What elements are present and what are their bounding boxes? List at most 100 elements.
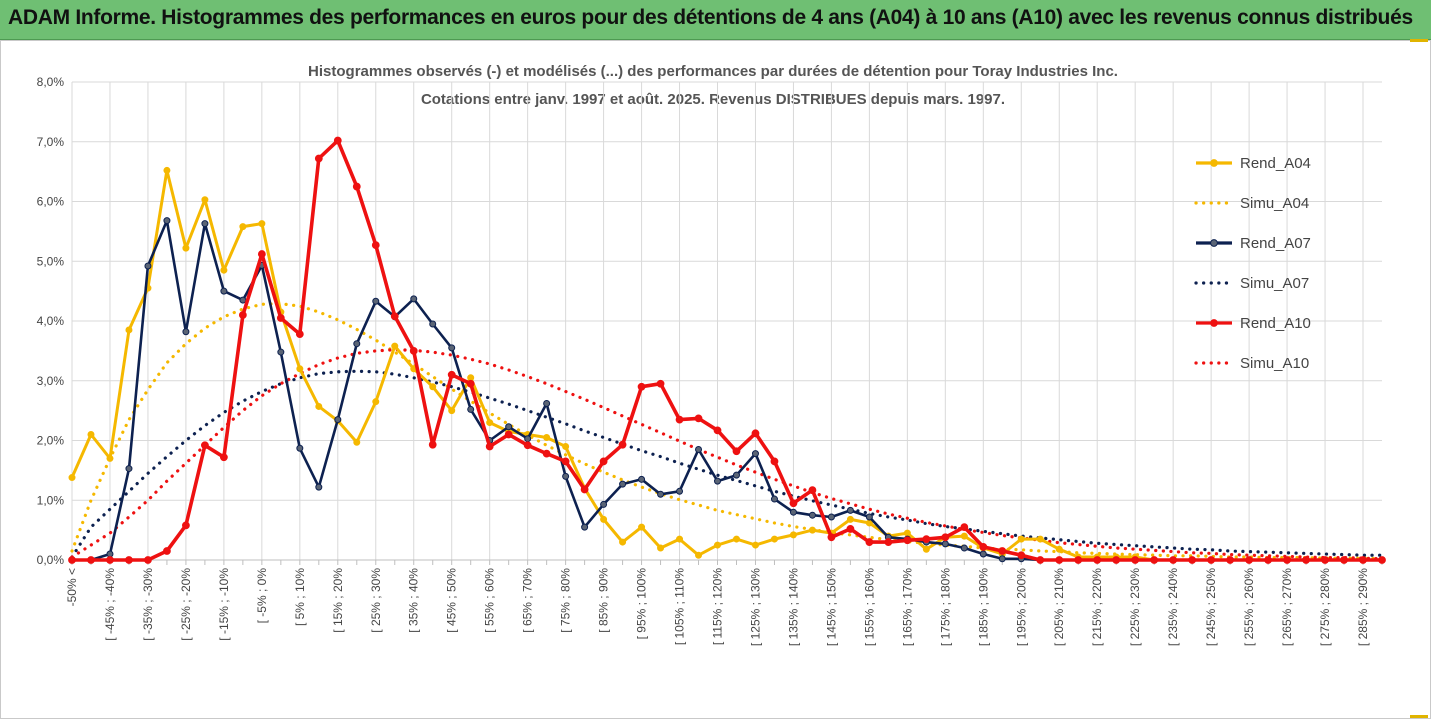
x-tick-label: [ 145% ; 150% — [824, 568, 838, 646]
x-tick-label: [ 105% ; 110% — [673, 568, 687, 645]
legend-marker — [1210, 159, 1218, 167]
data-point-Rend_A07 — [770, 495, 778, 503]
legend: Rend_A04 Simu_A04 Rend_A07 Simu_A07 Rend_A10… — [1194, 155, 1311, 372]
data-point-Rend_A07 — [998, 555, 1006, 563]
data-point-Rend_A07 — [182, 328, 190, 336]
frame-corner-mark — [1410, 715, 1428, 718]
data-point-Rend_A04 — [486, 419, 494, 427]
y-tick-label: 8,0% — [37, 75, 65, 89]
data-point-Rend_A04 — [429, 383, 437, 391]
data-point-Rend_A10 — [675, 415, 684, 424]
data-point-Rend_A10 — [87, 556, 95, 564]
data-point-Rend_A07 — [372, 297, 380, 305]
legend-label: Simu_A07 — [1240, 275, 1309, 292]
legend-item-Rend_A10: Rend_A10 — [1196, 315, 1311, 332]
data-point-Rend_A04 — [770, 535, 778, 543]
data-point-Rend_A10 — [960, 523, 969, 532]
data-point-Rend_A10 — [219, 453, 228, 462]
x-tick-label: [ 155% ; 160% — [862, 568, 876, 646]
data-point-Rend_A04 — [960, 532, 968, 540]
x-tick-label: [ 75% ; 80% — [559, 568, 573, 633]
legend-label: Simu_A04 — [1240, 195, 1309, 212]
x-tick-label: [ 225% ; 230% — [1128, 568, 1142, 646]
x-tick-label: [ 185% ; 190% — [976, 568, 990, 646]
data-point-Rend_A07 — [751, 450, 759, 458]
y-tick-label: 4,0% — [37, 314, 65, 328]
data-point-Rend_A04 — [638, 523, 646, 531]
data-point-Rend_A10 — [637, 382, 646, 391]
x-tick-label: [ 115% ; 120% — [711, 568, 725, 645]
data-point-Rend_A04 — [903, 529, 911, 537]
data-point-Rend_A10 — [998, 547, 1007, 555]
legend-label: Rend_A07 — [1240, 235, 1311, 252]
data-point-Rend_A10 — [618, 440, 627, 449]
data-point-Rend_A10 — [656, 379, 665, 388]
data-point-Rend_A10 — [694, 414, 703, 423]
data-point-Rend_A07 — [524, 435, 532, 443]
y-tick-label: 6,0% — [37, 195, 65, 209]
data-point-Rend_A10 — [257, 250, 266, 258]
data-point-Rend_A04 — [695, 551, 703, 559]
data-point-Rend_A04 — [562, 442, 570, 450]
data-point-Rend_A04 — [163, 166, 171, 174]
grid-lines — [71, 81, 1382, 561]
x-tick-label: [ 135% ; 140% — [786, 568, 800, 646]
data-point-Rend_A07 — [410, 295, 418, 303]
data-point-Rend_A10 — [504, 430, 513, 439]
data-point-Rend_A07 — [865, 513, 873, 521]
data-point-Rend_A10 — [163, 547, 171, 555]
x-tick-label: [ 175% ; 180% — [938, 568, 952, 646]
x-tick-label: [ 95% ; 100% — [635, 568, 649, 640]
data-point-Rend_A10 — [1188, 556, 1197, 564]
data-point-Rend_A04 — [600, 515, 608, 523]
x-tick-label: [ 285% ; 290% — [1356, 568, 1370, 646]
series-Simu_A10 — [70, 348, 1384, 561]
data-point-Rend_A10 — [447, 370, 456, 379]
data-point-Rend_A07 — [657, 490, 665, 498]
chart-title: Histogrammes observés (-) et modélisés (… — [308, 63, 1118, 108]
data-point-Rend_A10 — [580, 485, 589, 494]
data-point-Rend_A04 — [543, 434, 551, 442]
data-point-Rend_A10 — [751, 429, 760, 438]
data-point-Rend_A04 — [789, 531, 797, 539]
data-point-Rend_A10 — [333, 136, 342, 145]
data-point-Rend_A04 — [220, 266, 228, 274]
data-point-Rend_A04 — [391, 342, 399, 350]
y-tick-label: 2,0% — [37, 434, 65, 448]
series-line-Simu_A04 — [70, 302, 1384, 561]
data-point-Rend_A04 — [296, 365, 304, 373]
data-point-Rend_A10 — [371, 241, 380, 250]
data-point-Rend_A10 — [713, 426, 722, 435]
data-point-Rend_A07 — [467, 405, 475, 413]
data-point-Rend_A10 — [1150, 556, 1159, 564]
report-banner: ADAM Informe. Histogrammes des performan… — [0, 0, 1431, 40]
series-line-Rend_A10 — [72, 138, 1382, 562]
x-tick-label: [ -35% ; -30% — [141, 568, 155, 641]
data-point-Rend_A07 — [144, 262, 152, 270]
x-tick-label: [ 235% ; 240% — [1166, 568, 1180, 646]
data-point-Rend_A07 — [315, 483, 323, 491]
data-point-Rend_A10 — [409, 346, 418, 355]
legend-item-Simu_A04: Simu_A04 — [1194, 195, 1309, 212]
data-point-Rend_A07 — [960, 544, 968, 552]
data-point-Rend_A10 — [1378, 556, 1386, 564]
x-tick-label: [ 215% ; 220% — [1090, 568, 1104, 646]
data-point-Rend_A10 — [1245, 556, 1254, 564]
x-tick-label: [ 245% ; 250% — [1204, 568, 1218, 646]
data-point-Rend_A07 — [296, 444, 304, 452]
data-point-Rend_A10 — [144, 556, 152, 564]
x-tick-label: [ 265% ; 270% — [1280, 568, 1294, 646]
legend-label: Rend_A04 — [1240, 155, 1311, 172]
data-point-Rend_A10 — [238, 311, 247, 319]
x-tick-label: [ 25% ; 30% — [369, 568, 383, 633]
data-point-Rend_A04 — [808, 526, 816, 534]
data-point-Rend_A10 — [1264, 556, 1272, 564]
data-point-Rend_A10 — [1340, 556, 1348, 564]
chart-title-line: Histogrammes observés (-) et modélisés (… — [308, 63, 1118, 80]
data-point-Rend_A10 — [542, 449, 551, 458]
data-point-Rend_A10 — [523, 441, 532, 450]
legend-item-Simu_A10: Simu_A10 — [1194, 355, 1309, 372]
data-point-Rend_A07 — [448, 344, 456, 352]
series-Simu_A07 — [70, 369, 1384, 559]
data-point-Rend_A04 — [315, 402, 323, 410]
